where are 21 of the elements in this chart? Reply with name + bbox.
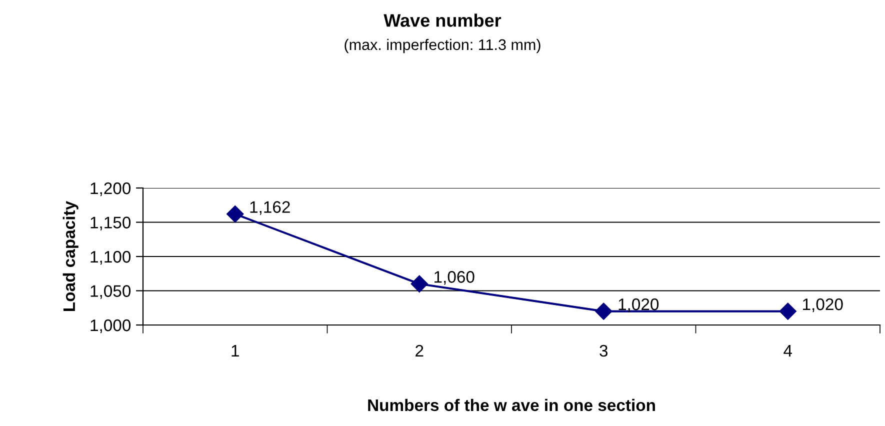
data-label: 1,162 (250, 201, 290, 215)
y-tick-label: 1,050 (90, 285, 131, 299)
x-axis-title: Numbers of the w ave in one section (368, 398, 655, 412)
y-tick-label: 1,100 (90, 250, 131, 265)
point (410, 275, 428, 292)
data-label: 1,060 (434, 271, 474, 285)
x-tick-label: 3 (600, 344, 608, 357)
x-tick-label: 2 (416, 344, 424, 357)
chart-title: Wave number (384, 14, 502, 27)
y-tick-label: 1,000 (90, 319, 131, 334)
y-axis-title: Load capacity (62, 201, 78, 311)
point (226, 205, 244, 223)
x-tick-label: 4 (784, 345, 792, 357)
point (595, 302, 612, 320)
y-tick-label: 1,150 (90, 216, 131, 230)
data-label: 1,020 (618, 298, 659, 312)
y-tick-label: 1,200 (90, 182, 131, 196)
chart-subtitle: (max. imperfection: 11.3 mm) (344, 38, 540, 54)
x-tick-label: 1 (232, 345, 239, 357)
data-label: 1,020 (803, 298, 843, 312)
point (779, 302, 796, 320)
